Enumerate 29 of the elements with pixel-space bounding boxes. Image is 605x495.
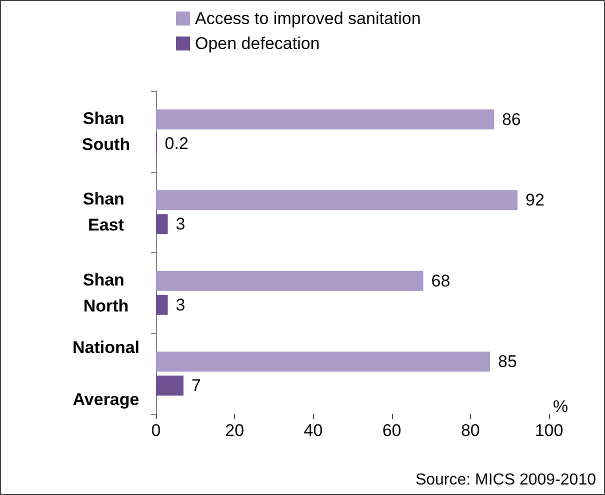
data-label: 92 (526, 190, 544, 210)
legend-label: Open defecation (195, 34, 320, 53)
source-note: Source: MICS 2009-2010 (415, 472, 596, 488)
x-tick-label: 80 (460, 421, 480, 440)
data-label: 86 (502, 110, 521, 129)
legend-label: Access to improved sanitation (195, 9, 421, 28)
data-label: 3 (176, 214, 186, 234)
bar (156, 270, 424, 291)
bar (156, 376, 184, 396)
category-label: National Average (72, 338, 140, 410)
x-axis-title: % (553, 397, 568, 416)
bar (156, 214, 168, 234)
bar (156, 294, 168, 315)
bar (156, 109, 494, 130)
data-label: 3 (176, 295, 186, 314)
x-tick-label: 0 (151, 421, 161, 440)
x-tick-label: 100 (534, 421, 564, 440)
y-tick-label: Shan North (82, 270, 130, 316)
x-tick-label: 20 (225, 421, 244, 440)
data-label: 85 (498, 352, 517, 372)
y-tick-label: Shan South (82, 108, 130, 154)
bar (156, 352, 490, 372)
data-label: 68 (431, 271, 450, 290)
x-tick-label: 40 (304, 421, 323, 440)
x-tick-label: 60 (382, 421, 402, 440)
bar (156, 190, 518, 210)
y-tick-label: Shan East (82, 190, 130, 235)
data-label: 7 (192, 376, 201, 396)
data-label: 0.2 (164, 134, 188, 153)
